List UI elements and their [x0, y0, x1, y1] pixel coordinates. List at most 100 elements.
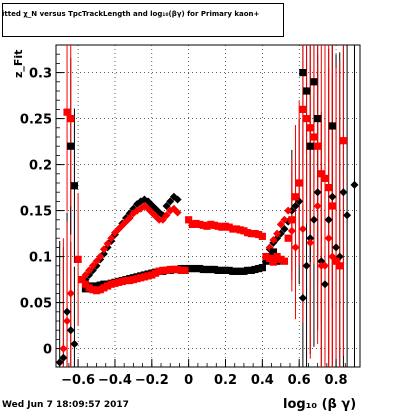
data-point-square: [273, 253, 281, 261]
data-point-diamond: [291, 202, 300, 210]
data-point-diamond: [309, 215, 318, 224]
data-point-diamond: [280, 225, 289, 233]
data-point-diamond: [276, 220, 285, 229]
data-point-square: [218, 223, 226, 231]
data-point-square: [100, 284, 108, 292]
data-point-square: [170, 265, 178, 274]
data-point-diamond: [173, 208, 182, 217]
y-axis-label: z_Fit: [12, 50, 25, 78]
data-point-square: [89, 282, 97, 290]
data-point-square: [203, 222, 211, 230]
data-point-square: [299, 105, 307, 113]
data-point-square: [140, 273, 149, 281]
data-point-square: [332, 257, 340, 265]
data-point-square: [218, 266, 226, 274]
data-point-square: [236, 267, 244, 275]
data-point-square: [255, 230, 263, 239]
x-tick-label: 0.8: [325, 373, 348, 388]
x-tick-label: 0.6: [288, 373, 311, 388]
data-point-diamond: [298, 294, 307, 302]
data-point-square: [81, 285, 90, 293]
data-point-square: [166, 265, 174, 274]
data-point-square: [210, 221, 219, 229]
data-point-diamond: [284, 206, 293, 215]
data-point-square: [103, 282, 112, 290]
data-point-diamond: [88, 261, 97, 270]
data-point-square: [92, 287, 101, 295]
data-point-diamond: [328, 192, 337, 201]
data-point-square: [144, 272, 152, 280]
data-point-square: [67, 115, 75, 123]
data-point-square: [148, 271, 156, 279]
chart-title: itted χ_N versus TpcTrackLength and log₁…: [2, 10, 260, 18]
data-point-square: [177, 266, 185, 274]
data-point-diamond: [92, 257, 101, 266]
data-point-square: [232, 267, 241, 275]
data-point-square: [302, 115, 311, 123]
data-point-square: [78, 276, 86, 284]
data-point-square: [255, 264, 263, 273]
data-point-square: [210, 265, 219, 274]
data-point-square: [240, 267, 248, 275]
data-point-diamond: [125, 213, 134, 222]
data-point-square: [244, 229, 252, 237]
axis-ticks: −0.6 −0.4 −0.2 0 0.2 0.4 0.6 0.8 0 0.05 0.1 0.15 0.2…: [20, 53, 355, 388]
x-tick-label: −0.4: [98, 373, 132, 388]
data-point-square: [221, 266, 230, 274]
data-point-square: [277, 255, 285, 263]
data-point-square: [314, 142, 322, 150]
data-point-diamond: [298, 225, 307, 233]
data-point-diamond: [59, 344, 68, 353]
data-point-square: [262, 257, 270, 265]
data-point-square: [321, 174, 329, 182]
data-point-square: [221, 222, 230, 230]
data-point-diamond: [162, 202, 171, 210]
data-point-diamond: [63, 307, 72, 316]
data-point-diamond: [324, 215, 333, 224]
data-point-square: [325, 184, 333, 192]
data-point-square: [247, 230, 255, 238]
data-point-diamond: [306, 238, 315, 247]
data-point-square: [236, 226, 244, 234]
data-point-diamond: [273, 229, 282, 238]
data-point-diamond: [85, 266, 94, 275]
data-point-square: [155, 267, 163, 275]
data-point-square: [96, 281, 104, 289]
data-point-square: [63, 108, 71, 116]
data-point-diamond: [291, 243, 300, 252]
data-point-square: [214, 222, 222, 230]
data-point-square: [244, 266, 252, 274]
data-point-square: [192, 264, 200, 273]
data-point-diamond: [324, 234, 333, 243]
data-point-square: [328, 202, 336, 210]
data-point-square: [251, 230, 259, 238]
data-point-diamond: [173, 195, 182, 204]
x-tick-label: 0: [184, 373, 193, 388]
data-point-diamond: [66, 289, 75, 298]
data-point-diamond: [332, 243, 341, 252]
date-stamp: Wed Jun 7 18:09:57 2017: [2, 400, 129, 410]
data-point-square: [310, 78, 318, 86]
x-tick-label: 0.4: [251, 373, 274, 388]
data-point-diamond: [339, 188, 348, 197]
y-tick-label: 0: [43, 343, 52, 358]
data-point-square: [229, 225, 237, 233]
data-point-square: [185, 216, 193, 224]
y-tick-label: 0.3: [29, 67, 52, 82]
data-point-square: [118, 277, 126, 286]
data-point-square: [240, 227, 248, 235]
data-point-square: [188, 264, 196, 273]
data-point-square: [310, 133, 318, 141]
y-tick-label: 0.25: [20, 113, 52, 128]
data-point-diamond: [306, 234, 315, 243]
data-point-square: [314, 115, 322, 123]
data-point-square: [266, 254, 274, 263]
data-point-square: [67, 142, 75, 150]
data-point-square: [251, 265, 259, 274]
data-point-square: [336, 262, 344, 270]
data-point-square: [162, 266, 171, 274]
data-point-square: [273, 257, 281, 265]
y-tick-label: 0.15: [20, 205, 52, 220]
data-point-diamond: [66, 326, 75, 335]
